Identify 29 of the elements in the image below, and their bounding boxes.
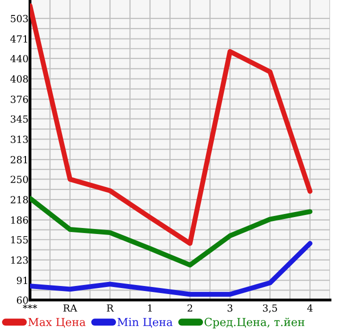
y-tick-label: 440 [10,54,28,62]
y-tick-label: 186 [11,216,28,224]
y-tick-label: 313 [10,136,28,144]
y-tick-label: 91 [16,276,28,284]
x-tick-label: 2 [188,304,192,312]
y-tick-label: 376 [10,96,28,103]
legend-label: Сред.Цена, т.йен [204,318,304,328]
x-tick-label: *** [22,304,38,309]
y-tick-label: 123 [11,256,28,264]
y-tick-label: 250 [10,176,28,184]
x-tick-label: 3,5 [263,304,277,313]
y-tick-label: 471 [10,35,28,42]
x-tick-label: R [106,304,114,312]
y-tick-label: 218 [10,196,28,204]
x-tick-label: RA [63,304,78,312]
y-tick-label: 60 [16,296,28,304]
y-tick-label: 345 [10,115,28,123]
legend-label: Min Цена [118,318,173,328]
y-tick-label: 408 [10,75,28,83]
y-tick-label: 503 [10,14,28,22]
x-tick-label: 1 [148,304,152,312]
legend-label: Max Цена [28,318,86,328]
line-series [30,241,312,297]
y-tick-label: 281 [10,156,28,164]
line-series [30,196,312,268]
x-tick-label: 4 [307,304,313,312]
x-tick-label: 3 [228,304,232,312]
y-tick-label: 155 [11,236,28,244]
line-series [30,3,312,246]
